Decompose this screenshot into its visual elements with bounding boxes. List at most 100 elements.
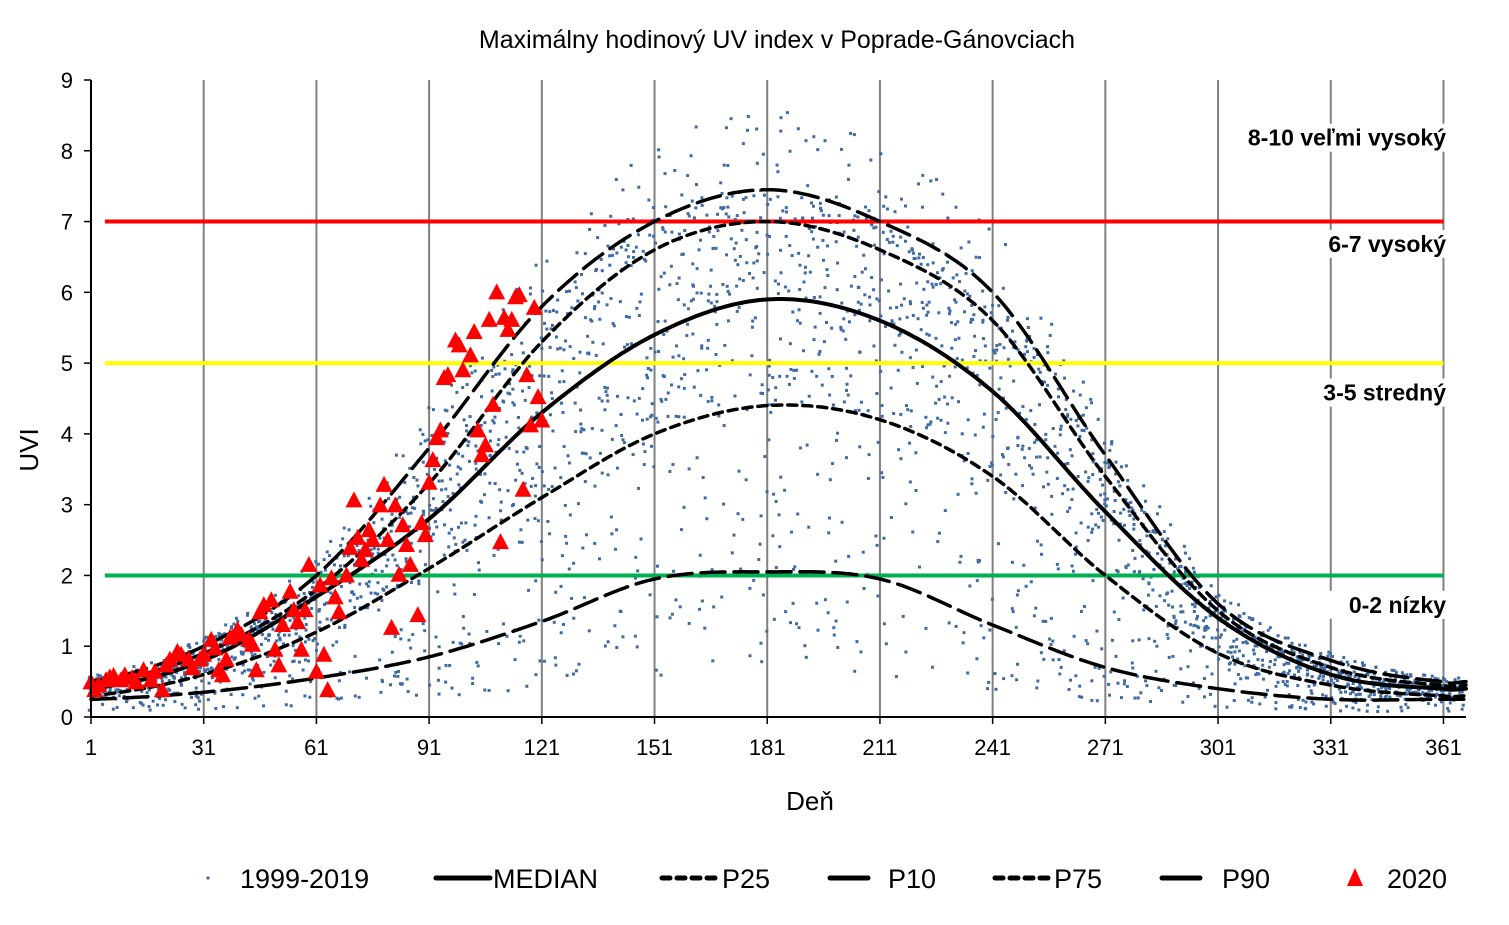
x-tick-label: 1 (85, 735, 97, 760)
data-point-1999-2019 (816, 148, 820, 152)
data-point-1999-2019 (606, 640, 610, 644)
data-point-1999-2019 (461, 540, 465, 544)
data-point-1999-2019 (352, 592, 356, 596)
data-point-1999-2019 (217, 658, 221, 662)
data-point-1999-2019 (559, 584, 563, 588)
data-point-1999-2019 (879, 152, 883, 156)
data-point-1999-2019 (904, 204, 908, 208)
data-point-1999-2019 (1233, 682, 1237, 686)
data-point-1999-2019 (580, 272, 584, 276)
data-point-1999-2019 (1185, 581, 1189, 585)
data-point-1999-2019 (217, 634, 221, 638)
data-point-1999-2019 (928, 422, 932, 426)
data-point-1999-2019 (651, 206, 655, 210)
data-point-1999-2019 (1333, 676, 1337, 680)
data-point-1999-2019 (805, 443, 809, 447)
data-point-1999-2019 (180, 702, 184, 706)
data-point-1999-2019 (513, 658, 517, 662)
data-point-1999-2019 (1206, 626, 1210, 630)
data-point-1999-2019 (741, 279, 745, 283)
data-point-1999-2019 (1220, 610, 1224, 614)
data-point-1999-2019 (686, 174, 690, 178)
data-point-1999-2019 (410, 506, 414, 510)
data-point-1999-2019 (390, 523, 394, 527)
data-point-1999-2019 (1156, 552, 1160, 556)
data-point-1999-2019 (406, 690, 410, 694)
data-point-1999-2019 (654, 241, 658, 245)
data-point-1999-2019 (1124, 566, 1128, 570)
data-point-1999-2019 (612, 247, 616, 251)
data-point-1999-2019 (840, 301, 844, 305)
data-point-1999-2019 (376, 547, 380, 551)
data-point-1999-2019 (141, 703, 145, 707)
data-point-1999-2019 (645, 417, 649, 421)
data-point-1999-2019 (635, 645, 639, 649)
data-point-1999-2019 (173, 700, 177, 704)
data-point-1999-2019 (668, 616, 672, 620)
data-point-1999-2019 (1324, 694, 1328, 698)
data-point-1999-2019 (147, 688, 151, 692)
data-point-1999-2019 (579, 408, 583, 412)
data-point-1999-2019 (1241, 641, 1245, 645)
x-tick-label: 91 (417, 735, 441, 760)
data-point-1999-2019 (443, 408, 447, 412)
data-point-1999-2019 (875, 543, 879, 547)
data-point-1999-2019 (599, 257, 603, 261)
data-point-1999-2019 (1029, 409, 1033, 413)
data-point-1999-2019 (450, 383, 454, 387)
data-point-1999-2019 (880, 404, 884, 408)
data-point-1999-2019 (1285, 684, 1289, 688)
data-point-1999-2019 (652, 234, 656, 238)
data-point-1999-2019 (891, 240, 895, 244)
data-point-1999-2019 (697, 248, 701, 252)
data-point-1999-2019 (736, 263, 740, 267)
data-point-1999-2019 (948, 309, 952, 313)
data-point-1999-2019 (798, 287, 802, 291)
data-point-1999-2019 (1012, 497, 1016, 501)
data-point-1999-2019 (1352, 670, 1356, 674)
data-point-1999-2019 (448, 463, 452, 467)
data-point-1999-2019 (634, 245, 638, 249)
data-point-1999-2019 (1056, 567, 1060, 571)
data-point-1999-2019 (1045, 470, 1049, 474)
data-point-1999-2019 (939, 418, 943, 422)
y-tick-label: 7 (61, 210, 73, 235)
data-point-1999-2019 (539, 336, 543, 340)
data-point-1999-2019 (574, 286, 578, 290)
data-point-2020 (307, 662, 325, 679)
data-point-1999-2019 (1256, 667, 1260, 671)
data-point-1999-2019 (583, 480, 587, 484)
data-point-1999-2019 (762, 271, 766, 275)
data-point-1999-2019 (595, 268, 599, 272)
data-point-1999-2019 (936, 540, 940, 544)
data-point-1999-2019 (966, 671, 970, 675)
data-point-1999-2019 (784, 610, 788, 614)
data-point-1999-2019 (827, 214, 831, 218)
data-point-1999-2019 (946, 402, 950, 406)
data-point-1999-2019 (288, 618, 292, 622)
data-point-1999-2019 (407, 638, 411, 642)
data-point-1999-2019 (626, 243, 630, 247)
data-point-1999-2019 (927, 300, 931, 304)
data-point-1999-2019 (324, 601, 328, 605)
data-point-1999-2019 (257, 694, 261, 698)
data-point-1999-2019 (206, 698, 210, 702)
data-point-1999-2019 (988, 366, 992, 370)
data-point-1999-2019 (978, 359, 982, 363)
data-point-1999-2019 (701, 476, 705, 480)
data-point-1999-2019 (853, 313, 857, 317)
data-point-1999-2019 (1195, 617, 1199, 621)
data-point-1999-2019 (1154, 604, 1158, 608)
data-point-1999-2019 (975, 373, 979, 377)
data-point-1999-2019 (916, 317, 920, 321)
data-point-1999-2019 (584, 452, 588, 456)
data-point-1999-2019 (554, 335, 558, 339)
data-point-1999-2019 (284, 703, 288, 707)
data-point-2020 (454, 361, 472, 378)
data-point-1999-2019 (530, 374, 534, 378)
data-point-1999-2019 (1405, 692, 1409, 696)
data-point-1999-2019 (403, 480, 407, 484)
data-point-1999-2019 (303, 616, 307, 620)
data-point-1999-2019 (528, 286, 532, 290)
data-point-1999-2019 (686, 212, 690, 216)
